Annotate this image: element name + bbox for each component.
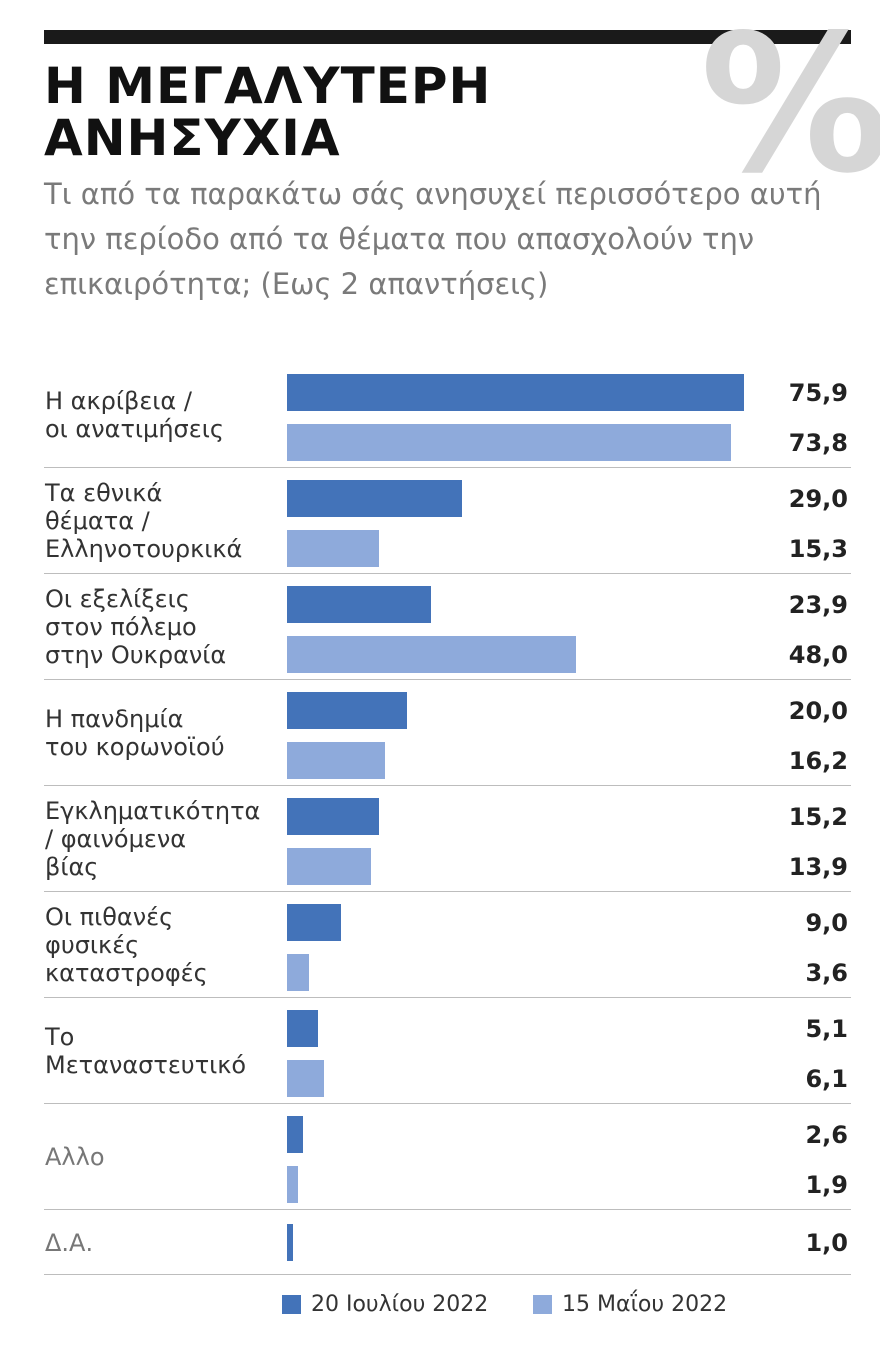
row-separator <box>44 679 851 680</box>
value-label: 9,0 <box>805 908 848 937</box>
value-label: 1,0 <box>805 1228 848 1257</box>
row-separator <box>44 467 851 468</box>
bar <box>287 530 380 567</box>
row-separator <box>44 891 851 892</box>
legend-label: 15 Μαΐου 2022 <box>562 1292 728 1317</box>
watermark: % <box>700 0 880 215</box>
category-label: Οι πιθανές φυσικές καταστροφές <box>45 903 208 987</box>
category-label: Εγκληματικότητα / φαινόμενα βίας <box>45 797 261 881</box>
value-label: 3,6 <box>805 958 848 987</box>
value-label: 5,1 <box>805 1014 848 1043</box>
row-separator <box>44 1103 851 1104</box>
bar <box>287 1060 324 1097</box>
category-label: Τα εθνικά θέματα / Ελληνοτουρκικά <box>45 479 243 563</box>
category-label: Οι εξελίξεις στον πόλεμο στην Ουκρανία <box>45 585 227 669</box>
value-label: 23,9 <box>788 590 848 619</box>
bar <box>287 954 309 991</box>
row-separator <box>44 785 851 786</box>
category-label: Δ.Α. <box>45 1228 94 1257</box>
value-label: 29,0 <box>788 484 848 513</box>
bar <box>287 1010 318 1047</box>
category-label: Η ακρίβεια / οι ανατιμήσεις <box>45 387 224 443</box>
value-label: 6,1 <box>805 1064 848 1093</box>
bar <box>287 692 408 729</box>
value-label: 2,6 <box>805 1120 848 1149</box>
row-separator <box>44 573 851 574</box>
value-label: 73,8 <box>788 428 848 457</box>
row-separator <box>44 997 851 998</box>
value-label: 48,0 <box>788 640 848 669</box>
value-label: 75,9 <box>788 378 848 407</box>
value-label: 20,0 <box>788 696 848 725</box>
row-separator <box>44 1274 851 1275</box>
category-label: Αλλο <box>45 1143 105 1171</box>
value-label: 13,9 <box>788 852 848 881</box>
value-label: 1,9 <box>805 1170 848 1199</box>
bar <box>287 636 576 673</box>
value-label: 16,2 <box>788 746 848 775</box>
bar <box>287 586 431 623</box>
legend-label: 20 Ιουλίου 2022 <box>311 1292 489 1317</box>
bar <box>287 424 732 461</box>
value-label: 15,2 <box>788 802 848 831</box>
bar <box>287 742 385 779</box>
top-rule <box>44 30 851 44</box>
chart-subtitle: Τι από τα παρακάτω σάς ανησυχεί περισσότ… <box>44 177 822 301</box>
chart-title: Η ΜΕΓΑΛΥΤΕΡΗ ΑΝΗΣΥΧΙΑ <box>44 57 492 167</box>
bar <box>287 848 371 885</box>
bar <box>287 1116 303 1153</box>
bar <box>287 904 342 941</box>
value-label: 15,3 <box>788 534 848 563</box>
bar <box>287 1166 299 1203</box>
category-label: Η πανδημία του κορωνοϊού <box>45 705 225 761</box>
legend-swatch <box>533 1295 552 1314</box>
bar <box>287 798 379 835</box>
bar <box>287 480 462 517</box>
row-separator <box>44 1209 851 1210</box>
legend-swatch <box>282 1295 301 1314</box>
bar <box>287 374 744 411</box>
category-label: Το Μεταναστευτικό <box>45 1023 247 1079</box>
bar <box>287 1224 294 1261</box>
